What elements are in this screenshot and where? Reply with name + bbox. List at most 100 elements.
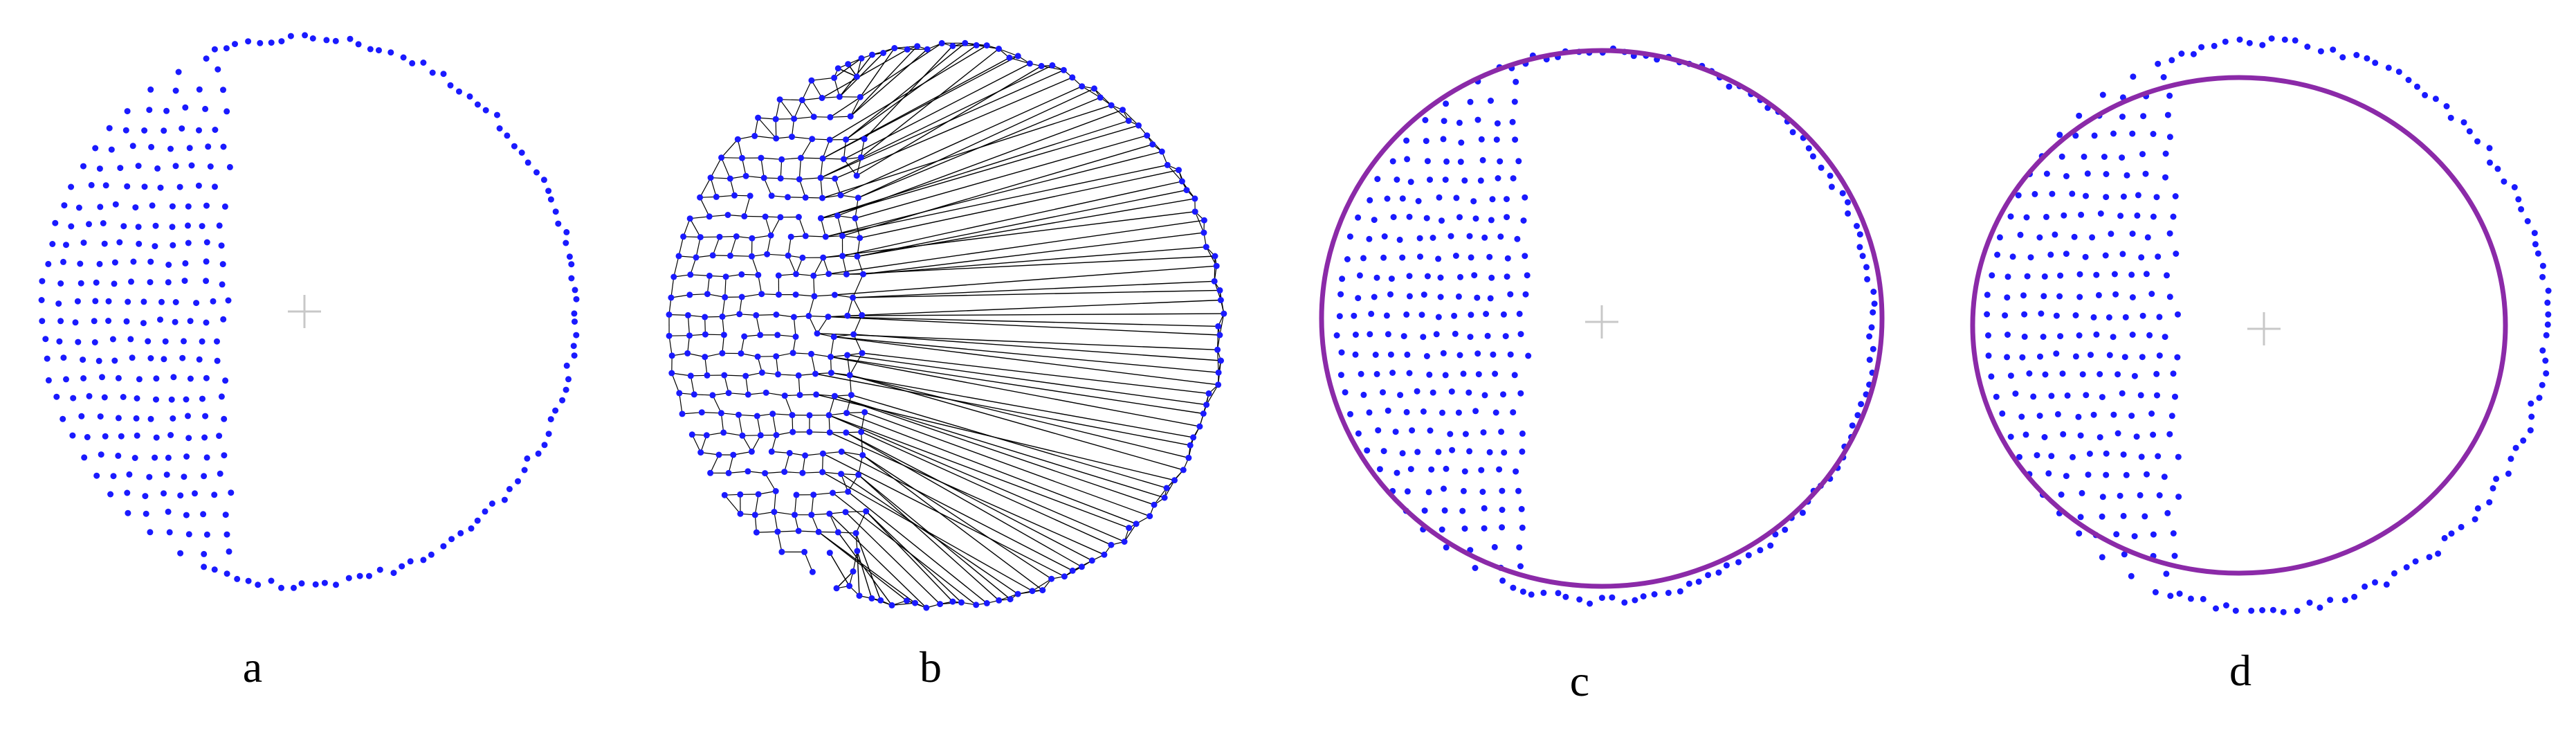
data-point — [741, 333, 748, 340]
data-point — [725, 469, 732, 476]
data-point — [572, 287, 578, 294]
data-point — [837, 192, 844, 199]
mesh-edge — [832, 492, 977, 606]
data-point — [798, 154, 804, 161]
data-point — [571, 310, 578, 317]
data-point — [162, 338, 169, 345]
mesh-edge — [828, 219, 1205, 275]
data-point — [210, 298, 217, 305]
mesh-edge — [861, 431, 1112, 545]
data-point — [2086, 451, 2093, 457]
data-point — [924, 46, 931, 53]
data-point — [1522, 291, 1529, 298]
data-point — [891, 45, 898, 51]
data-point — [2134, 212, 2141, 219]
data-point — [1498, 428, 1505, 435]
data-point — [1866, 357, 1873, 363]
data-point — [848, 392, 855, 399]
data-point — [811, 293, 818, 300]
mesh-edge — [855, 511, 867, 534]
data-point — [842, 509, 849, 516]
data-point — [830, 489, 836, 496]
data-point — [762, 389, 769, 396]
mesh-edge — [834, 336, 1219, 373]
data-point — [819, 469, 826, 476]
data-point — [812, 370, 819, 377]
data-point — [1203, 401, 1210, 408]
data-point — [99, 374, 105, 381]
data-point — [2372, 60, 2379, 66]
mesh-edge — [751, 235, 771, 239]
data-point — [675, 253, 682, 260]
data-point — [1360, 255, 1367, 262]
data-point — [1495, 175, 1501, 181]
data-point — [2508, 455, 2514, 462]
data-point — [81, 454, 88, 461]
data-point — [1502, 333, 1509, 340]
mesh-edge — [767, 235, 771, 255]
data-point — [826, 510, 833, 517]
data-point — [1339, 276, 1346, 282]
mesh-edge — [834, 78, 840, 97]
data-point — [153, 396, 159, 403]
data-point — [2543, 332, 2550, 339]
data-point — [1420, 334, 1427, 341]
data-point — [2268, 35, 2275, 42]
data-point — [904, 46, 911, 53]
data-point — [1686, 580, 1692, 587]
mesh-edge — [754, 135, 776, 139]
data-point — [1509, 118, 1516, 125]
data-point — [2072, 132, 2079, 139]
data-point — [131, 455, 138, 461]
mesh-edge — [792, 136, 812, 140]
data-point — [785, 194, 791, 201]
mesh-edge — [720, 413, 724, 433]
data-point — [78, 413, 85, 419]
data-point — [2527, 427, 2534, 434]
data-point — [203, 454, 210, 461]
data-point — [1108, 541, 1115, 548]
data-point — [201, 434, 208, 441]
data-point — [203, 258, 210, 265]
mesh-edge — [820, 177, 823, 199]
mesh-edge — [802, 97, 823, 101]
data-point — [2135, 192, 2141, 199]
data-point — [2117, 492, 2123, 499]
data-point — [1516, 310, 1523, 317]
data-point — [795, 372, 802, 379]
data-point — [1409, 427, 1416, 434]
data-point — [775, 272, 782, 279]
data-point — [2139, 354, 2146, 361]
data-point — [2103, 194, 2110, 201]
data-point — [93, 472, 100, 479]
data-point — [676, 390, 683, 397]
data-point — [2143, 271, 2150, 278]
data-point — [745, 391, 751, 398]
data-point — [181, 338, 187, 345]
data-point — [226, 163, 233, 170]
data-point — [504, 132, 511, 139]
data-point — [758, 154, 765, 161]
data-point — [176, 183, 183, 190]
data-point — [1203, 244, 1209, 251]
data-point — [825, 271, 832, 278]
data-point — [80, 375, 87, 381]
data-point — [855, 471, 862, 478]
data-point — [211, 566, 218, 573]
data-point — [74, 298, 81, 305]
data-point — [201, 473, 208, 480]
data-point — [2119, 251, 2126, 258]
data-point — [496, 125, 503, 132]
data-point — [854, 548, 861, 554]
data-point — [124, 183, 131, 190]
data-point — [211, 491, 218, 498]
data-point — [1609, 594, 1616, 601]
mesh-edge — [828, 415, 1129, 529]
data-point — [245, 577, 252, 584]
data-point — [809, 136, 816, 143]
data-point — [1449, 446, 1456, 453]
data-point — [2036, 413, 2043, 419]
data-point — [203, 319, 210, 326]
data-point — [53, 393, 60, 400]
mesh-edge — [775, 99, 780, 120]
